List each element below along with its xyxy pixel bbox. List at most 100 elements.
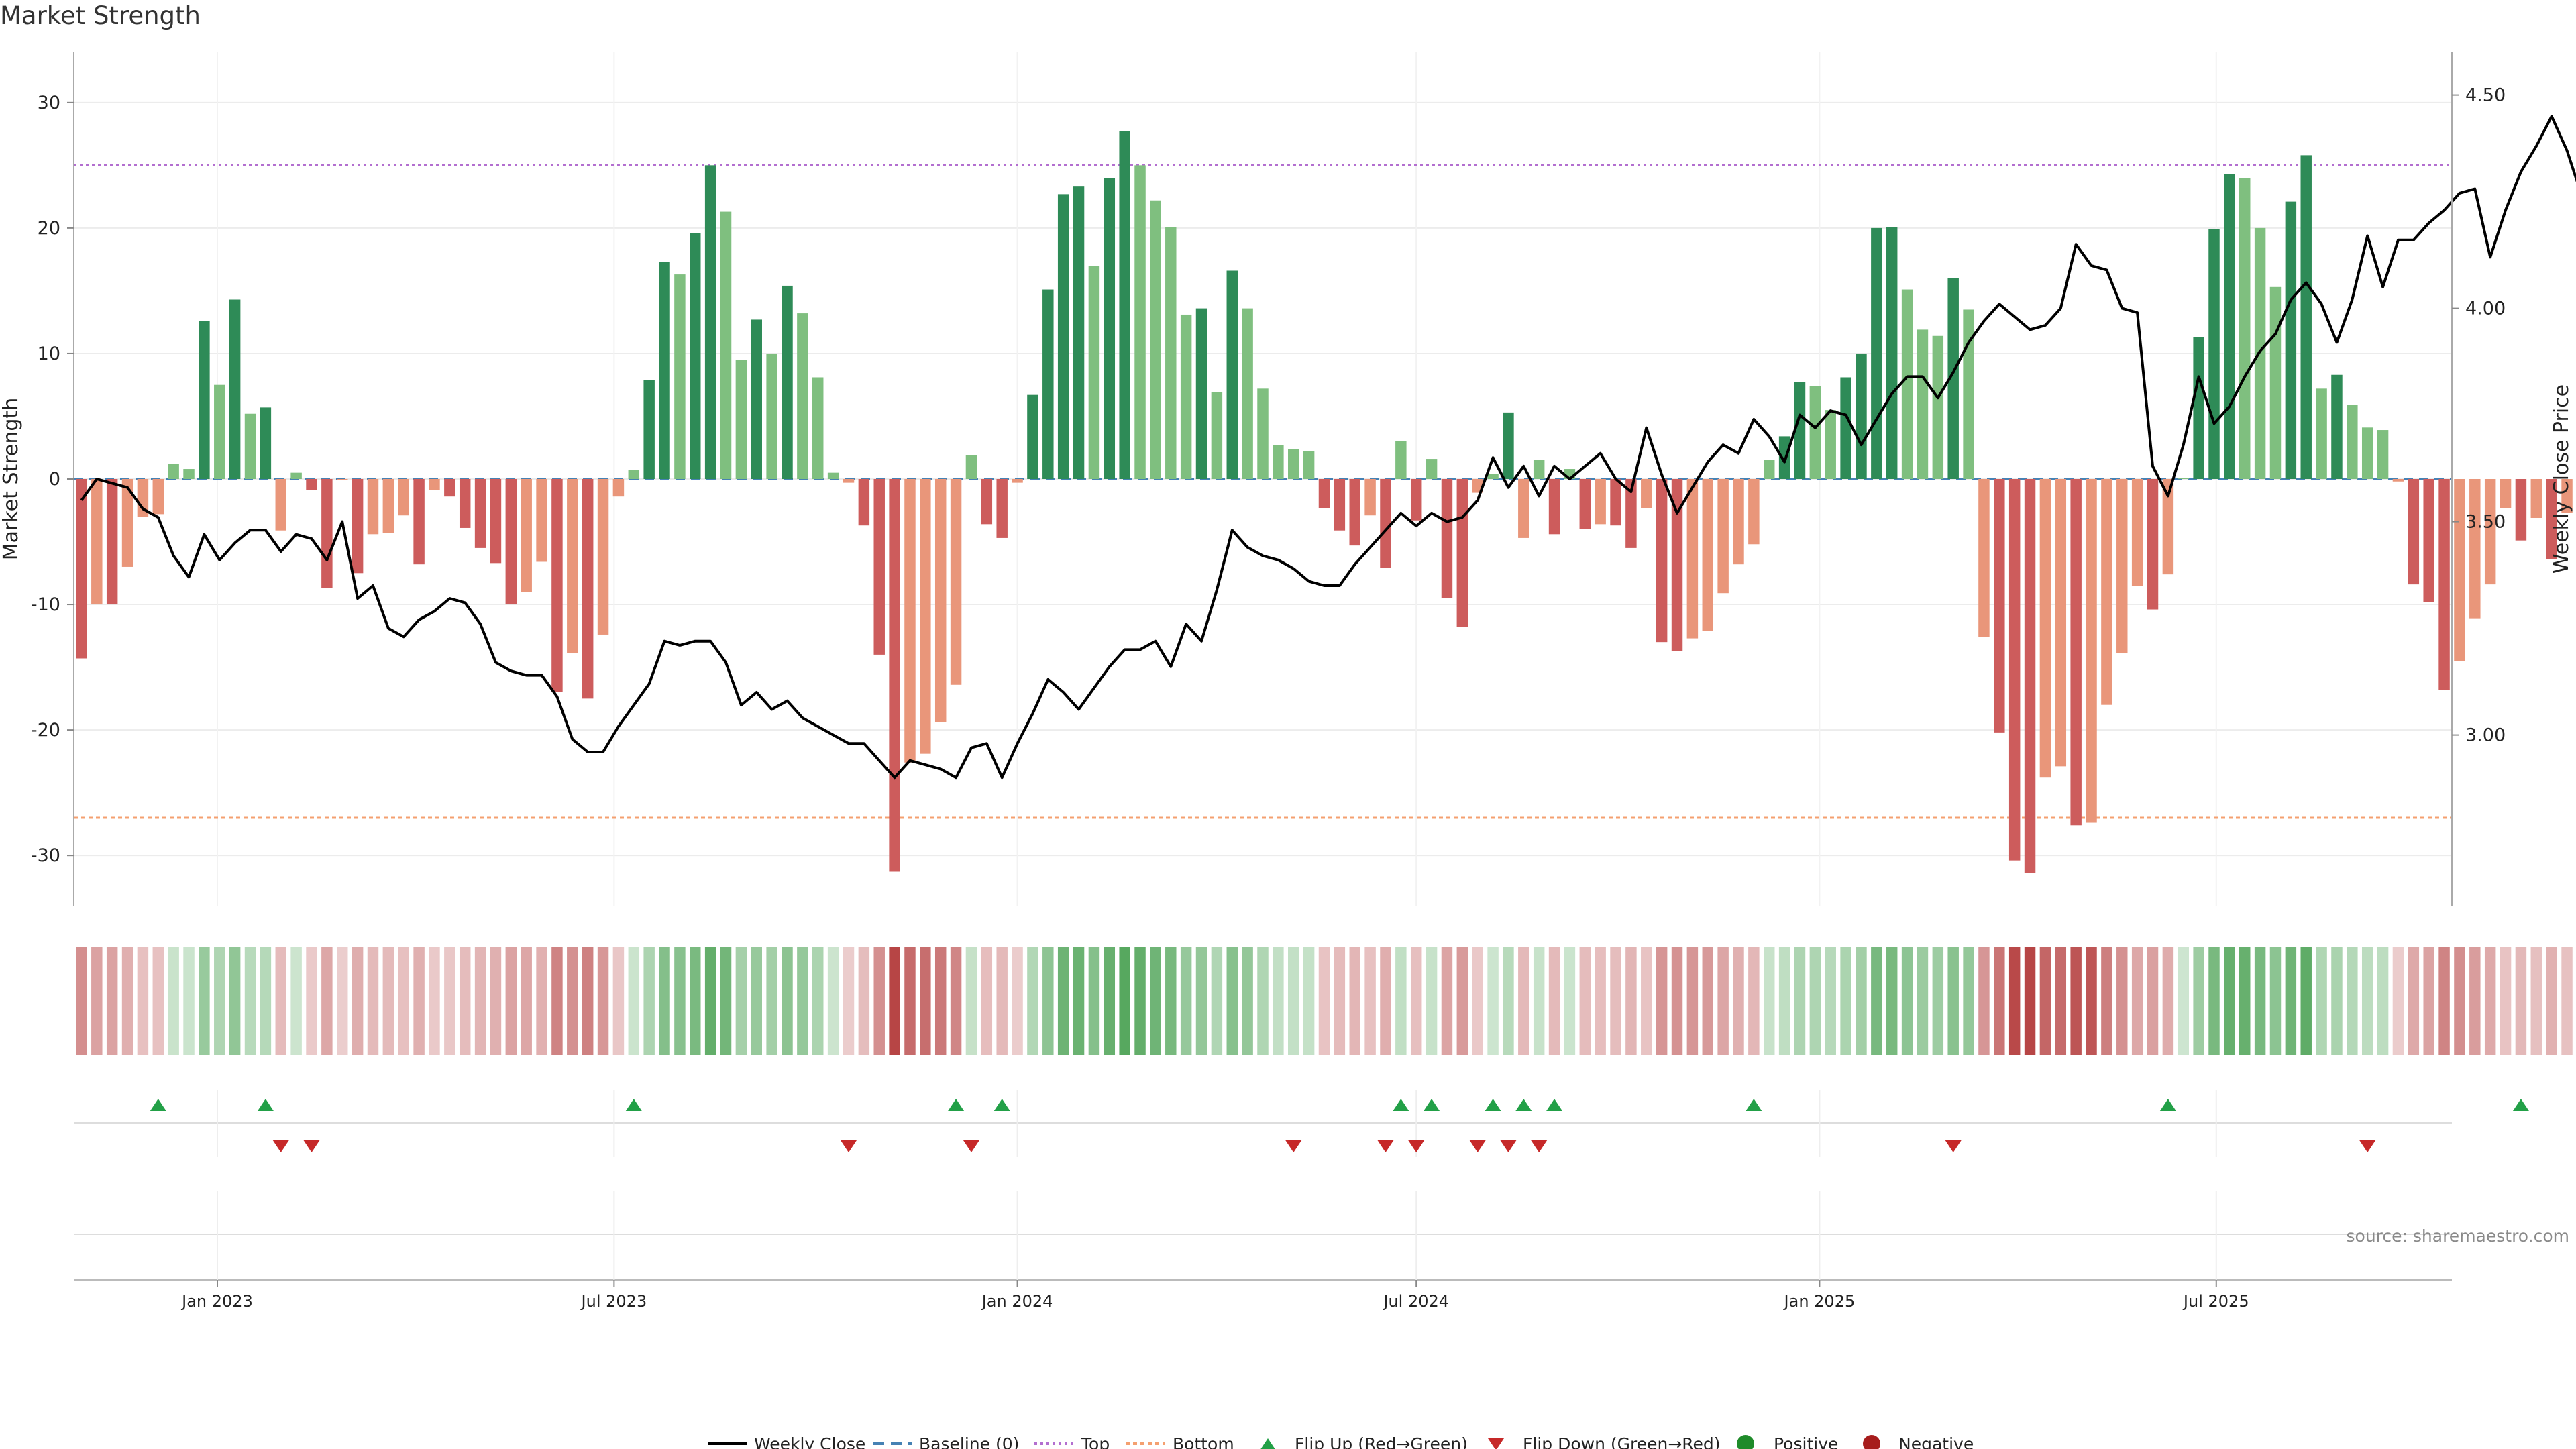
heat-cell	[1733, 947, 1744, 1055]
legend-label: Negative	[1898, 1434, 1974, 1449]
weekly-close-series	[80, 115, 2576, 780]
flip-up-marker	[1546, 1099, 1563, 1111]
heat-cell	[1088, 947, 1100, 1055]
heat-cell	[920, 947, 931, 1055]
heat-cell	[2162, 947, 2174, 1055]
heat-cell	[1119, 947, 1130, 1055]
strength-bar	[582, 479, 594, 699]
heat-cell	[1947, 947, 1959, 1055]
heat-cell	[1518, 947, 1529, 1055]
strength-bar	[889, 479, 900, 872]
strength-bar	[505, 479, 517, 605]
strength-bar	[858, 479, 870, 526]
strength-bar	[2438, 479, 2450, 690]
heat-cell	[1994, 947, 2005, 1055]
strength-bar	[1809, 386, 1821, 479]
strength-bar	[2086, 479, 2097, 823]
heat-cell	[2392, 947, 2404, 1055]
heat-cell	[2530, 947, 2542, 1055]
heat-cell	[2423, 947, 2434, 1055]
strength-bar	[2239, 178, 2251, 479]
heat-cell	[260, 947, 272, 1055]
strength-bar	[413, 479, 425, 565]
strength-bar	[1027, 394, 1038, 479]
strength-bar	[1257, 388, 1269, 479]
y-tick-label: -20	[31, 720, 60, 741]
heat-cell	[275, 947, 286, 1055]
y-tick-label: -10	[31, 594, 60, 615]
strength-bar	[934, 479, 947, 722]
strength-bar	[275, 479, 286, 531]
heat-cell	[2361, 947, 2373, 1055]
x-tick-label: Jul 2025	[2182, 1292, 2249, 1311]
strength-bar	[2193, 337, 2204, 479]
x-tick-label: Jul 2024	[1382, 1292, 1449, 1311]
x-tick-label: Jul 2023	[580, 1292, 647, 1311]
flip-up-marker	[150, 1099, 166, 1111]
heat-cell	[1671, 947, 1683, 1055]
strength-bar	[1180, 314, 1192, 479]
strength-bar	[2208, 229, 2220, 479]
heat-cell	[2438, 947, 2450, 1055]
strength-bar	[1717, 479, 1729, 594]
heat-cell	[1503, 947, 1514, 1055]
strength-bar	[1533, 460, 1545, 479]
strength-bar	[996, 479, 1008, 538]
heat-cell	[1579, 947, 1591, 1055]
heat-cell	[720, 947, 732, 1055]
strength-bar	[244, 413, 256, 479]
flip-up-marker	[2159, 1099, 2176, 1111]
chart-title: Market Strength	[0, 1, 201, 30]
strength-bar	[797, 313, 808, 479]
heat-cell	[490, 947, 502, 1055]
strength-bar	[1318, 479, 1330, 508]
strength-bar	[2423, 479, 2434, 602]
source-note: source: sharemaestro.com	[2346, 1226, 2570, 1246]
heat-cell	[536, 947, 547, 1055]
legend-label: Positive	[1774, 1434, 1838, 1449]
heat-cell	[1042, 947, 1054, 1055]
strength-bar	[260, 407, 272, 479]
strength-bar	[2561, 479, 2573, 513]
heat-cell	[1273, 947, 1284, 1055]
heat-cell	[459, 947, 471, 1055]
heat-cell	[1472, 947, 1483, 1055]
y2-axis-title: Weekly Close Price	[2550, 384, 2573, 574]
heat-cell	[2086, 947, 2097, 1055]
heat-cell	[674, 947, 686, 1055]
heat-cell	[1257, 947, 1269, 1055]
strength-bar	[1840, 377, 1851, 479]
heat-cell	[214, 947, 225, 1055]
heat-cell	[858, 947, 870, 1055]
heat-cell	[2331, 947, 2343, 1055]
strength-bar	[2300, 155, 2312, 479]
legend-label: Bottom	[1173, 1434, 1234, 1449]
strength-bar	[1012, 479, 1023, 483]
legend-weekly-close: Weekly Close	[708, 1434, 865, 1449]
strength-bar	[1364, 479, 1376, 516]
strength-bar	[1334, 479, 1346, 531]
heat-cell	[429, 947, 440, 1055]
heat-cell	[2285, 947, 2297, 1055]
strength-bar	[183, 469, 195, 479]
strength-bar	[1856, 353, 1867, 479]
heat-cell	[1318, 947, 1330, 1055]
strength-bar	[1088, 266, 1100, 479]
heat-cell	[168, 947, 179, 1055]
strength-bar	[659, 262, 670, 479]
strength-bar	[91, 479, 103, 605]
legend-positive: Positive	[1737, 1434, 1838, 1449]
strength-bar	[1273, 445, 1284, 479]
strength-bar	[1702, 479, 1713, 631]
y-axis-title: Market Strength	[0, 398, 23, 560]
heat-cell	[2269, 947, 2282, 1055]
strength-bar	[429, 479, 440, 490]
heat-cell	[1702, 947, 1713, 1055]
strength-bar	[1886, 227, 1898, 479]
y-tick-label: 20	[38, 218, 60, 239]
strength-bar	[521, 479, 532, 592]
heat-cell	[2239, 947, 2251, 1055]
heat-cell	[382, 947, 394, 1055]
heat-cell	[1886, 947, 1898, 1055]
flip-up-marker	[625, 1099, 642, 1111]
